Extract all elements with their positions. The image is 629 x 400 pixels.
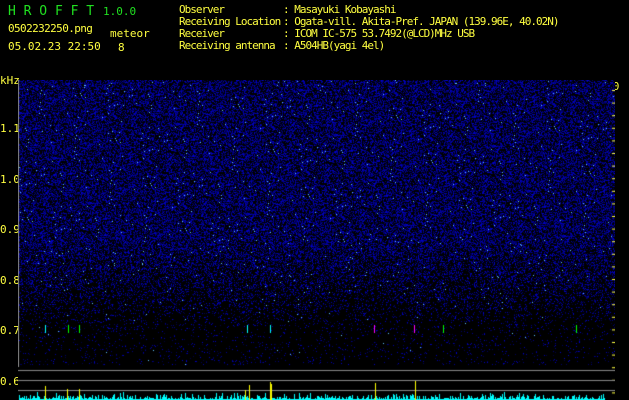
info-label: Receiver [179,27,225,40]
y-tick-label: 0.7 [0,324,20,337]
file-datetime: 05.02.23 22:50 [8,40,101,53]
y-tick-label: 0.6 [0,374,20,388]
y-tick-label: 0.8 [0,273,20,287]
info-label: Receiving Location [179,15,281,28]
info-value: : Masayuki Kobayashi [283,3,396,16]
info-row: Receiving antenna : A504HB(yagi 4el) [179,40,559,52]
file-name: 0502232250.png [8,22,93,35]
y-tick-label: 0.9 [0,223,20,236]
station-info: Observer : Masayuki Kobayashi Receiving Lo… [179,4,560,52]
info-label: Receiving antenna [179,39,276,52]
info-value: : Ogata-vill. Akita-Pref. JAPAN (139.96E… [283,15,560,28]
y-tick-label: 1.1 [0,122,20,135]
info-value: : A504HB(yagi 4el) [283,39,385,52]
info-row: Receiver : ICOM IC-575 53.7492(@LCD)MHz U… [179,28,559,40]
info-row: Receiving Location: Ogata-vill. Akita-Pr… [179,15,560,28]
info-row: Observer : Masayuki Kobayashi [179,4,559,16]
y-tick-label: 1.0 [0,172,20,186]
spectrogram [18,80,615,400]
axis-unit: kHz [0,74,20,87]
info-value: : ICOM IC-575 53.7492(@LCD)MHz USB [283,27,475,40]
app-version: 1.0.0 [103,5,137,18]
meteor-label: meteor [110,27,150,40]
app-title: H R O F F T [8,4,95,19]
info-label: Observer [179,3,225,16]
meteor-count: 8 [118,41,125,54]
